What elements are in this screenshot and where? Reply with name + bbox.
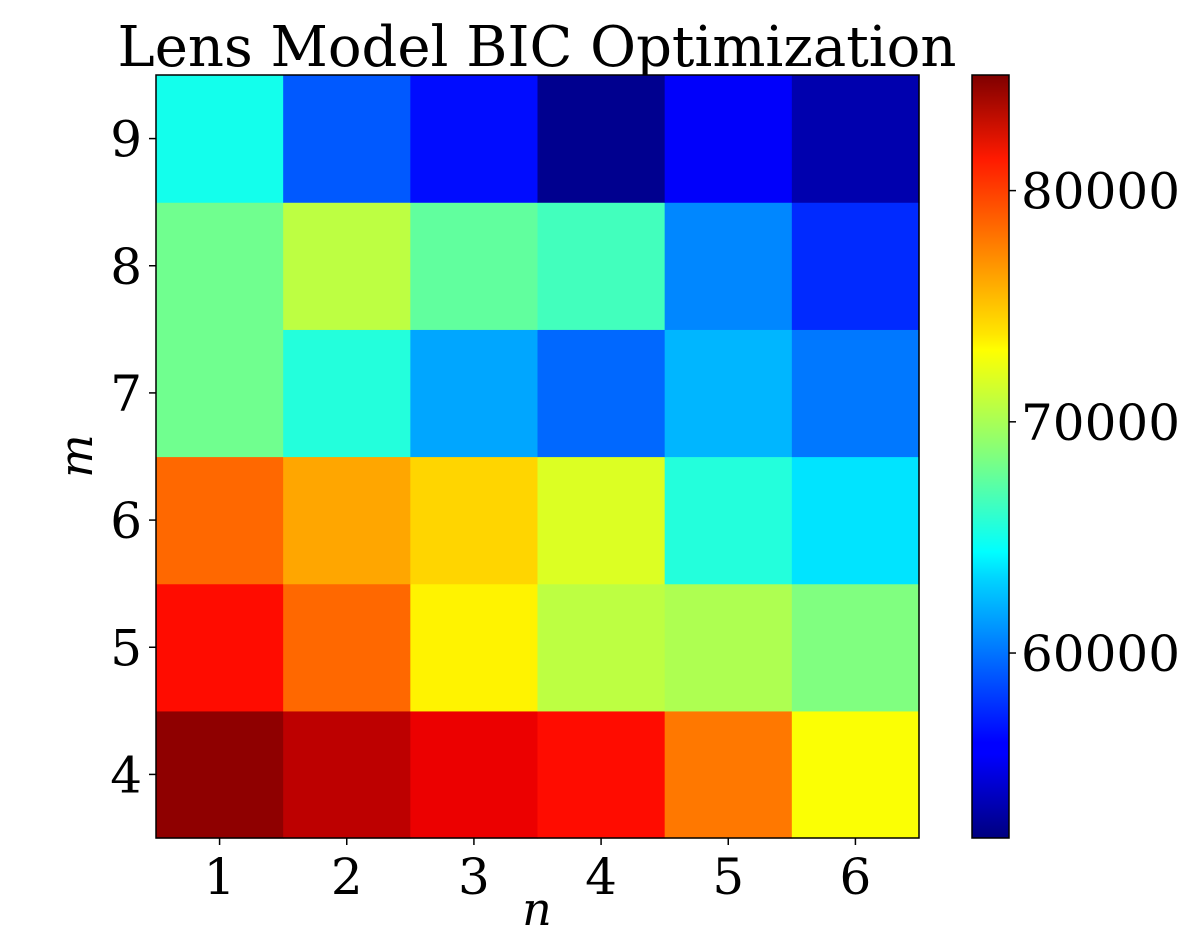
y-tick-label: 7 bbox=[110, 365, 142, 423]
heatmap-cell-m4-n6 bbox=[791, 710, 920, 839]
heatmap-cell-m7-n1 bbox=[156, 329, 284, 458]
heatmap-cell-m8-n2 bbox=[283, 202, 411, 330]
x-tick-label: 2 bbox=[331, 848, 363, 906]
x-axis-label: n bbox=[522, 882, 552, 936]
heatmap-cell-m7-n4 bbox=[537, 329, 666, 458]
x-tick-label: 1 bbox=[204, 848, 236, 906]
colorbar-tick-label: 80000 bbox=[1021, 163, 1180, 221]
y-axis-label: m bbox=[49, 434, 103, 478]
heatmap-cell-m4-n1 bbox=[156, 710, 284, 839]
y-tick-label: 5 bbox=[110, 619, 142, 677]
chart-title: Lens Model BIC Optimization bbox=[118, 15, 957, 80]
heatmap-cell-m8-n1 bbox=[156, 202, 284, 330]
heatmap-cell-m5-n2 bbox=[283, 583, 411, 712]
heatmap-cell-m4-n3 bbox=[410, 710, 539, 839]
colorbar-tick-label: 70000 bbox=[1021, 394, 1180, 452]
y-tick-label: 8 bbox=[110, 238, 142, 296]
y-axis-ticks: 4 5 6 7 8 9 bbox=[110, 111, 156, 804]
heatmap-cell-m9-n2 bbox=[283, 75, 411, 203]
heatmap-cell-m5-n5 bbox=[664, 583, 793, 712]
heatmap-cell-m9-n5 bbox=[664, 75, 793, 203]
x-tick-label: 4 bbox=[585, 848, 617, 906]
colorbar-ticks: 60000 70000 80000 bbox=[1009, 163, 1180, 683]
heatmap-cell-m6-n2 bbox=[283, 456, 411, 585]
heatmap-cell-m6-n5 bbox=[664, 456, 793, 585]
x-axis-ticks: 1 2 3 4 5 6 bbox=[204, 838, 872, 906]
heatmap-cell-m7-n6 bbox=[791, 329, 920, 458]
heatmap-cell-m9-n1 bbox=[156, 75, 284, 203]
heatmap-cell-m8-n3 bbox=[410, 202, 539, 330]
heatmap-cell-m6-n6 bbox=[791, 456, 920, 585]
heatmap-cell-m9-n4 bbox=[537, 75, 666, 203]
x-tick-label: 5 bbox=[712, 848, 744, 906]
heatmap-cell-m9-n3 bbox=[410, 75, 539, 203]
heatmap-cell-m6-n3 bbox=[410, 456, 539, 585]
heatmap-cell-m6-n4 bbox=[537, 456, 666, 585]
heatmap-cell-m6-n1 bbox=[156, 456, 284, 585]
heatmap-cell-m7-n3 bbox=[410, 329, 539, 458]
heatmap-cell-m5-n4 bbox=[537, 583, 666, 712]
heatmap-cell-m4-n4 bbox=[537, 710, 666, 839]
x-tick-label: 3 bbox=[458, 848, 490, 906]
y-tick-label: 4 bbox=[110, 746, 142, 804]
heatmap-cells bbox=[156, 75, 920, 839]
heatmap-cell-m9-n6 bbox=[791, 75, 920, 203]
heatmap-cell-m7-n2 bbox=[283, 329, 411, 458]
heatmap-cell-m8-n5 bbox=[664, 202, 793, 330]
plot-frame bbox=[155, 74, 920, 839]
colorbar bbox=[972, 75, 1009, 838]
heatmap-cell-m8-n4 bbox=[537, 202, 666, 330]
heatmap-cell-m5-n3 bbox=[410, 583, 539, 712]
heatmap-cell-m7-n5 bbox=[664, 329, 793, 458]
heatmap-cell-m5-n6 bbox=[791, 583, 920, 712]
heatmap-cell-m8-n6 bbox=[791, 202, 920, 330]
y-tick-label: 9 bbox=[110, 111, 142, 169]
colorbar-frame bbox=[971, 74, 1010, 839]
heatmap-cell-m4-n5 bbox=[664, 710, 793, 839]
x-tick-label: 6 bbox=[840, 848, 872, 906]
colorbar-tick-label: 60000 bbox=[1021, 625, 1180, 683]
heatmap-cell-m4-n2 bbox=[283, 710, 411, 839]
y-tick-label: 6 bbox=[110, 492, 142, 550]
heatmap-cell-m5-n1 bbox=[156, 583, 284, 712]
